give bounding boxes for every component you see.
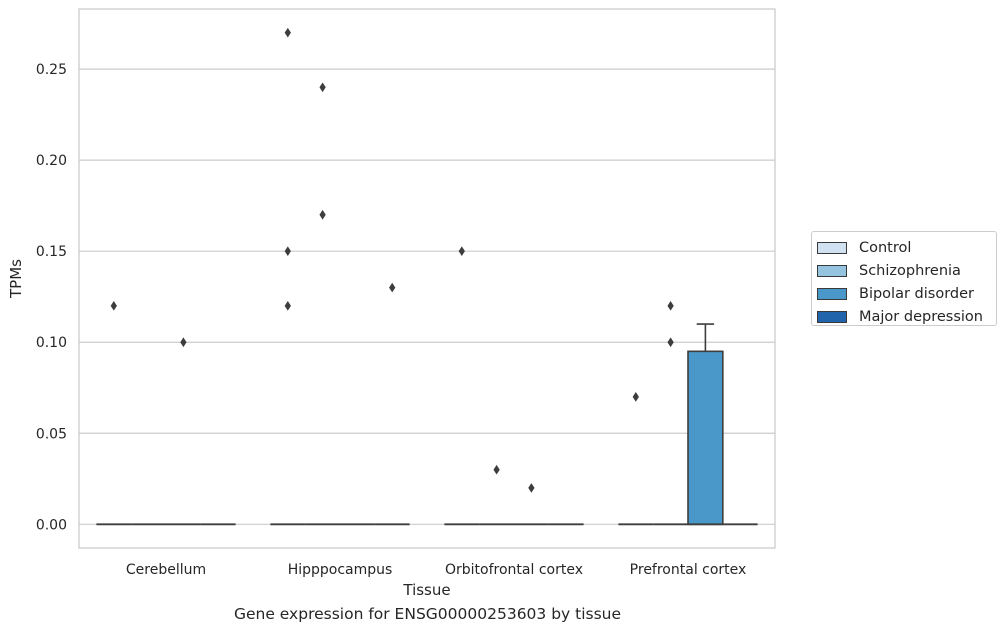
x-tick-labels: Cerebellum Hipppocampus Orbitofrontal cort…: [126, 562, 746, 578]
legend-label-control: Control: [859, 239, 912, 256]
outlier-schizophrenia-orbitofrontal-cortex-0: [493, 464, 500, 475]
legend-item-control: Control: [817, 236, 996, 259]
y-tick-label-5: 0.25: [36, 62, 67, 78]
chart-title: Gene expression for ENSG00000253603 by t…: [233, 605, 622, 623]
y-axis-title: TPMs: [7, 259, 25, 299]
y-tick-label-1: 0.05: [36, 426, 67, 442]
y-tick-label-0: 0.00: [36, 517, 67, 533]
outlier-bipolar-disorder-cerebellum-0: [180, 337, 187, 348]
x-tick-label-hipppocampus: Hipppocampus: [288, 562, 393, 578]
box-bipolar-disorder-prefrontal-cortex: [687, 323, 724, 526]
box-body-bipolar-disorder-prefrontal-cortex: [687, 350, 724, 526]
outlier-control-orbitofrontal-cortex-0: [458, 246, 465, 257]
x-tick-label-orbitofrontal-cortex: Orbitofrontal cortex: [445, 562, 583, 578]
y-tick-labels: 0.00 0.05 0.10 0.15 0.20 0.25: [36, 62, 67, 533]
outlier-control-hipppocampus-1: [284, 246, 291, 257]
outlier-bipolar-disorder-orbitofrontal-cortex-0: [528, 483, 535, 493]
legend-label-schizophrenia: Schizophrenia: [859, 262, 961, 279]
legend-swatch-control: [817, 241, 847, 254]
outlier-points: [110, 27, 674, 493]
legend: Control Schizophrenia Bipolar disorder M…: [811, 231, 997, 326]
legend-label-major-depression: Major depression: [859, 308, 983, 325]
legend-swatch-schizophrenia: [817, 264, 847, 277]
y-tick-label-4: 0.20: [36, 153, 67, 169]
legend-swatch-bipolar-disorder: [817, 287, 847, 300]
x-tick-label-prefrontal-cortex: Prefrontal cortex: [630, 562, 747, 578]
legend-swatch-major-depression: [817, 310, 847, 323]
outlier-major-depression-hipppocampus-0: [389, 282, 396, 293]
legend-item-major-depression: Major depression: [817, 305, 996, 328]
outlier-control-hipppocampus-2: [284, 300, 291, 311]
legend-item-bipolar-disorder: Bipolar disorder: [817, 282, 996, 305]
outlier-schizophrenia-hipppocampus-0: [319, 82, 326, 93]
y-tick-label-2: 0.10: [36, 335, 67, 351]
x-axis-title: Tissue: [402, 581, 450, 599]
legend-item-schizophrenia: Schizophrenia: [817, 259, 996, 282]
outlier-control-prefrontal-cortex-0: [632, 392, 639, 402]
plot-area-frame: [78, 8, 776, 549]
outlier-schizophrenia-hipppocampus-1: [319, 209, 326, 220]
outlier-control-hipppocampus-0: [284, 27, 291, 38]
outlier-schizophrenia-prefrontal-cortex-0: [667, 300, 674, 311]
gridlines: [79, 68, 775, 525]
y-tick-label-3: 0.15: [36, 244, 67, 260]
x-tick-label-cerebellum: Cerebellum: [126, 562, 206, 578]
legend-label-bipolar-disorder: Bipolar disorder: [859, 285, 974, 302]
outlier-control-cerebellum-0: [110, 300, 117, 311]
boxes: [96, 323, 758, 526]
outlier-schizophrenia-prefrontal-cortex-1: [667, 337, 674, 348]
